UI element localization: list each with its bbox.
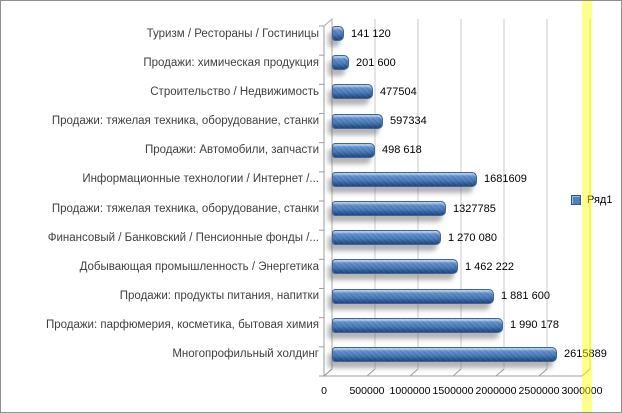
floor-tick: [323, 368, 333, 377]
category-label: Продажи: тяжелая техника, оборудование, …: [51, 115, 319, 127]
category-label: Продажи: продукты питания, напитки: [119, 290, 319, 302]
category-label: Финансовый / Банковский / Пенсионные фон…: [47, 232, 319, 244]
floor-tick: [366, 368, 376, 377]
bar[interactable]: [332, 289, 494, 304]
floor-tick: [538, 368, 548, 377]
bar-value-label: 1 462 222: [465, 261, 514, 273]
bar-value-label: 1 270 080: [448, 232, 497, 244]
bar[interactable]: [332, 230, 441, 245]
bar[interactable]: [332, 26, 344, 41]
bar[interactable]: [332, 201, 446, 216]
bar[interactable]: [332, 143, 375, 158]
bar[interactable]: [332, 172, 477, 187]
legend-series-label: Ряд1: [587, 194, 613, 206]
floor-tick: [495, 368, 505, 377]
floor-tick: [581, 368, 591, 377]
category-label: Добывающая промышленность / Энергетика: [79, 261, 319, 273]
x-axis-tick-label: 1500000: [432, 385, 474, 397]
category-label: Строительство / Недвижимость: [150, 86, 319, 98]
bar[interactable]: [332, 347, 557, 362]
bar[interactable]: [332, 84, 373, 99]
bar-value-label: 1327785: [453, 203, 496, 215]
bar-value-label: 597334: [390, 115, 427, 127]
bar-value-label: 1 990 178: [510, 319, 559, 331]
bar-value-label: 1681609: [484, 173, 527, 185]
floor-tick: [452, 368, 462, 377]
legend[interactable]: Ряд1: [571, 194, 612, 206]
x-axis-tick-label: 500000: [349, 385, 385, 397]
x-axis-tick-label: 1000000: [389, 385, 431, 397]
x-axis-tick-label: 2000000: [475, 385, 517, 397]
category-label: Продажи: Автомобили, запчасти: [144, 144, 319, 156]
bar[interactable]: [332, 259, 458, 274]
bar-value-label: 2615889: [564, 348, 607, 360]
category-label: Продажи: химическая продукция: [143, 57, 319, 69]
bar-value-label: 201 600: [356, 57, 396, 69]
bar[interactable]: [332, 55, 349, 70]
x-axis-tick-label: 2500000: [518, 385, 560, 397]
category-label: Продажи: тяжелая техника, оборудование, …: [51, 203, 319, 215]
bar-value-label: 477504: [380, 86, 417, 98]
legend-series-marker-icon: [571, 195, 581, 205]
bar[interactable]: [332, 114, 383, 129]
category-label: Продажи: парфюмерия, косметика, бытовая …: [45, 319, 319, 331]
category-label: Многопрофильный холдинг: [172, 348, 319, 360]
bar-value-label: 1 881 600: [501, 290, 550, 302]
floor-tick: [409, 368, 419, 377]
x-axis-tick-label: 0: [321, 385, 327, 397]
bar[interactable]: [332, 318, 503, 333]
bar-value-label: 498 618: [382, 144, 422, 156]
category-label: Информационные технологии / Интернет /..…: [82, 173, 319, 185]
x-axis-tick-label: 3000000: [561, 385, 603, 397]
bar-value-label: 141 120: [351, 28, 391, 40]
category-label: Туризм / Рестораны / Гостиницы: [146, 28, 319, 40]
